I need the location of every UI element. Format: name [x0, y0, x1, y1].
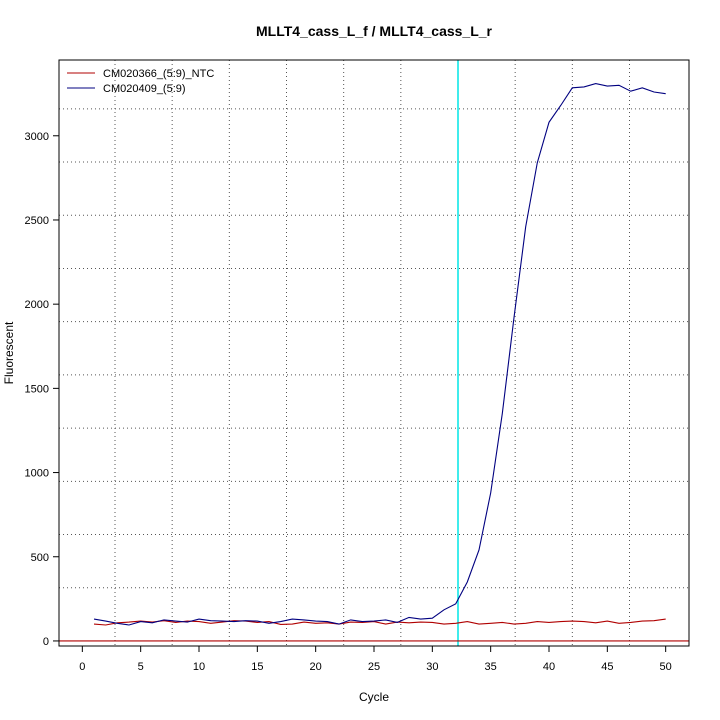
- legend: CM020366_(5:9)_NTC CM020409_(5:9): [67, 68, 214, 95]
- series-line-2: [93, 83, 666, 626]
- series-lines: [93, 83, 666, 626]
- x-tick-label: 15: [251, 661, 263, 673]
- legend-label-2: CM020409_(5:9): [103, 83, 186, 95]
- x-tick-label: 0: [79, 661, 85, 673]
- x-axis-label: Cycle: [359, 690, 389, 704]
- x-tick-label: 5: [138, 661, 144, 673]
- y-tick-label: 500: [31, 552, 49, 564]
- x-tick-label: 30: [426, 661, 438, 673]
- x-tick-label: 50: [660, 661, 672, 673]
- x-tick-label: 25: [368, 661, 380, 673]
- x-tick-label: 35: [485, 661, 497, 673]
- x-tick-label: 20: [310, 661, 322, 673]
- y-axis-label: Fluorescent: [2, 321, 16, 384]
- x-tick-label: 45: [601, 661, 613, 673]
- y-tick-label: 1500: [25, 383, 49, 395]
- y-tick-label: 2500: [25, 215, 49, 227]
- y-axis: 0 500 1000 1500 2000 2500 3000: [25, 131, 59, 648]
- y-tick-label: 3000: [25, 131, 49, 143]
- x-axis: 0 5 10 15 20 25 30 35 40 45 50: [79, 646, 672, 673]
- x-tick-label: 10: [193, 661, 205, 673]
- y-tick-label: 0: [43, 636, 49, 648]
- legend-label-1: CM020366_(5:9)_NTC: [103, 68, 214, 80]
- y-tick-label: 1000: [25, 468, 49, 480]
- chart-title: MLLT4_cass_L_f / MLLT4_cass_L_r: [256, 23, 493, 39]
- x-tick-label: 40: [543, 661, 555, 673]
- y-tick-label: 2000: [25, 299, 49, 311]
